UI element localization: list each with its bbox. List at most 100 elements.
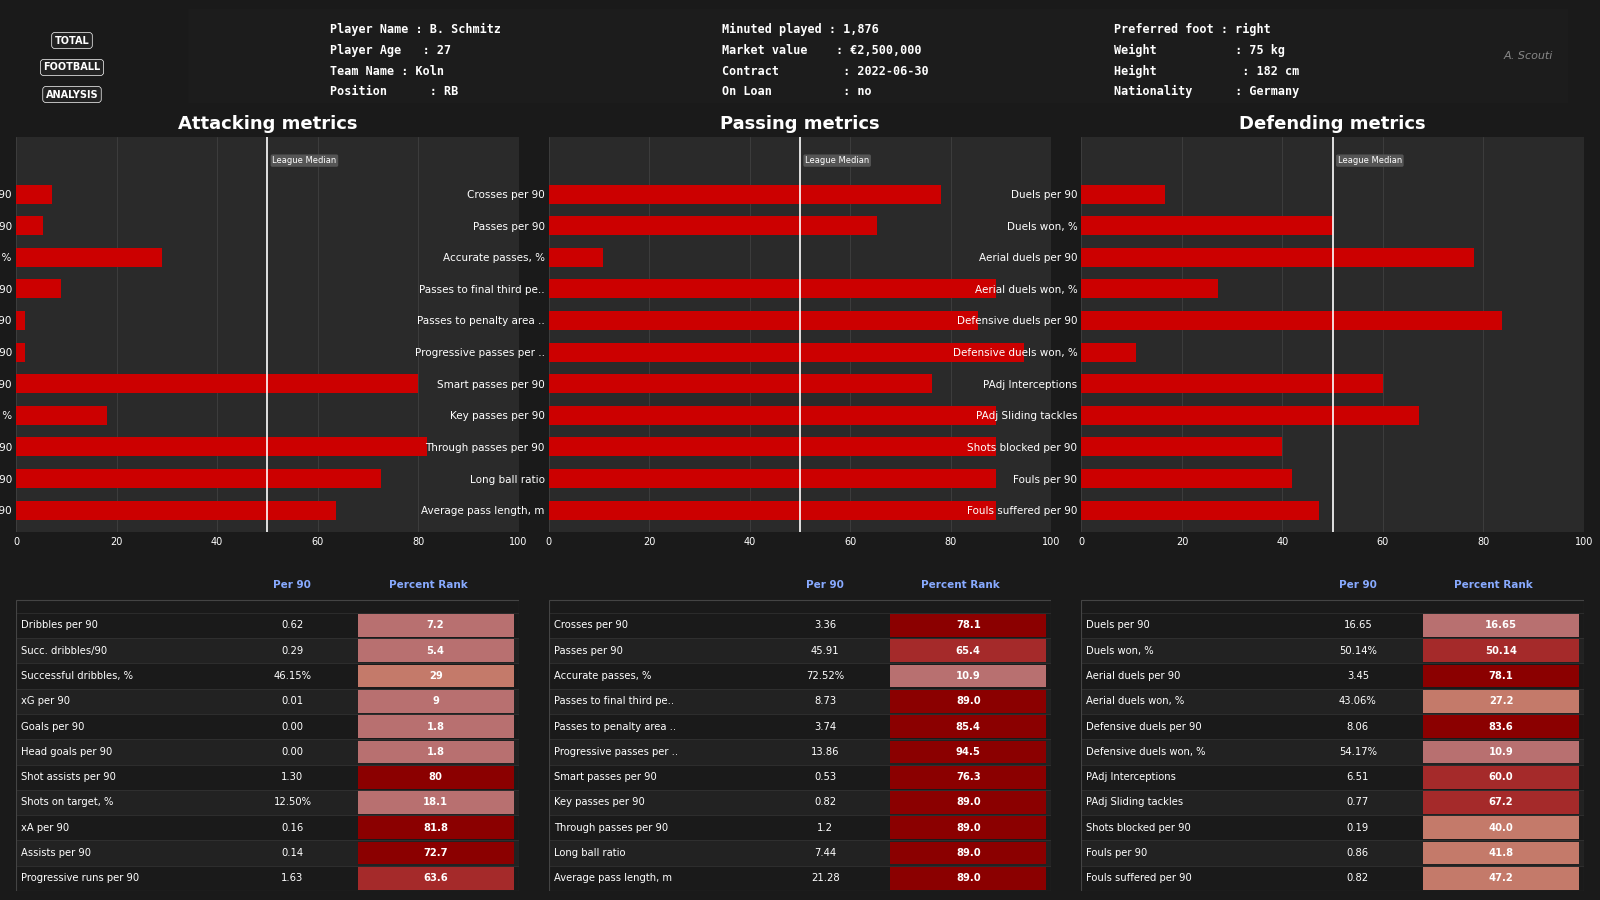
Bar bbox=[891, 716, 1046, 738]
Text: 12.50%: 12.50% bbox=[274, 797, 312, 807]
Bar bbox=[358, 842, 514, 864]
Bar bbox=[16, 216, 43, 235]
Text: Aerial duels per 90: Aerial duels per 90 bbox=[1086, 671, 1181, 681]
Bar bbox=[16, 248, 162, 266]
FancyBboxPatch shape bbox=[189, 8, 1568, 104]
Text: Market value    : €2,500,000: Market value : €2,500,000 bbox=[722, 44, 922, 57]
Text: Per 90: Per 90 bbox=[274, 580, 312, 590]
Bar bbox=[1082, 311, 1501, 330]
Text: 1.8: 1.8 bbox=[427, 722, 445, 732]
Bar bbox=[16, 613, 518, 638]
Text: 3.45: 3.45 bbox=[1347, 671, 1370, 681]
Title: Attacking metrics: Attacking metrics bbox=[178, 115, 357, 133]
Text: Passes to final third pe..: Passes to final third pe.. bbox=[554, 697, 674, 706]
Bar bbox=[1422, 816, 1579, 839]
Bar bbox=[1082, 613, 1584, 638]
Text: League Median: League Median bbox=[272, 156, 336, 165]
Text: 65.4: 65.4 bbox=[955, 646, 981, 656]
Text: Average pass length, m: Average pass length, m bbox=[554, 873, 672, 884]
Bar bbox=[16, 790, 518, 815]
Text: 5.4: 5.4 bbox=[427, 646, 445, 656]
Bar bbox=[549, 613, 1051, 638]
Text: 1.30: 1.30 bbox=[282, 772, 304, 782]
Text: 72.7: 72.7 bbox=[424, 848, 448, 858]
Text: 46.15%: 46.15% bbox=[274, 671, 312, 681]
Text: Shots blocked per 90: Shots blocked per 90 bbox=[1086, 823, 1192, 832]
Text: Defensive duels won, %: Defensive duels won, % bbox=[1086, 747, 1206, 757]
Bar bbox=[549, 866, 1051, 891]
Text: 94.5: 94.5 bbox=[955, 747, 981, 757]
Text: 0.00: 0.00 bbox=[282, 747, 304, 757]
Text: Dribbles per 90: Dribbles per 90 bbox=[21, 620, 98, 631]
Bar bbox=[1082, 663, 1584, 688]
Text: 89.0: 89.0 bbox=[957, 848, 981, 858]
Bar bbox=[891, 614, 1046, 637]
Text: 60.0: 60.0 bbox=[1488, 772, 1514, 782]
Text: Progressive passes per ..: Progressive passes per .. bbox=[554, 747, 678, 757]
Text: Weight           : 75 kg: Weight : 75 kg bbox=[1114, 44, 1285, 57]
Text: PAdj Interceptions: PAdj Interceptions bbox=[1086, 772, 1176, 782]
Bar bbox=[891, 816, 1046, 839]
Bar bbox=[16, 311, 26, 330]
Bar bbox=[549, 311, 978, 330]
Text: Fouls suffered per 90: Fouls suffered per 90 bbox=[1086, 873, 1192, 884]
Text: 9: 9 bbox=[432, 697, 438, 706]
Text: 29: 29 bbox=[429, 671, 443, 681]
Text: 50.14: 50.14 bbox=[1485, 646, 1517, 656]
Text: 76.3: 76.3 bbox=[957, 772, 981, 782]
Bar bbox=[891, 842, 1046, 864]
Text: 1.8: 1.8 bbox=[427, 747, 445, 757]
Text: 72.52%: 72.52% bbox=[806, 671, 845, 681]
Text: Successful dribbles, %: Successful dribbles, % bbox=[21, 671, 133, 681]
Bar bbox=[891, 867, 1046, 890]
Text: 89.0: 89.0 bbox=[957, 797, 981, 807]
Bar bbox=[549, 815, 1051, 841]
Text: Player Age   : 27: Player Age : 27 bbox=[330, 44, 451, 57]
Bar bbox=[16, 184, 53, 203]
Text: Aerial duels won, %: Aerial duels won, % bbox=[1086, 697, 1184, 706]
Text: 18.1: 18.1 bbox=[422, 797, 448, 807]
Text: 43.06%: 43.06% bbox=[1339, 697, 1376, 706]
Text: 0.53: 0.53 bbox=[814, 772, 837, 782]
Bar bbox=[1422, 741, 1579, 763]
Text: Key passes per 90: Key passes per 90 bbox=[554, 797, 645, 807]
Text: Defensive duels per 90: Defensive duels per 90 bbox=[1086, 722, 1202, 732]
Bar bbox=[549, 663, 1051, 688]
Bar bbox=[1082, 248, 1474, 266]
Text: 0.82: 0.82 bbox=[1347, 873, 1370, 884]
Bar bbox=[549, 279, 995, 299]
Text: 0.01: 0.01 bbox=[282, 697, 304, 706]
Text: Percent Rank: Percent Rank bbox=[1454, 580, 1533, 590]
Text: Accurate passes, %: Accurate passes, % bbox=[554, 671, 651, 681]
Text: Crosses per 90: Crosses per 90 bbox=[554, 620, 627, 631]
Text: A. Scouti: A. Scouti bbox=[1504, 51, 1552, 61]
Bar bbox=[1082, 714, 1584, 739]
Text: Smart passes per 90: Smart passes per 90 bbox=[554, 772, 656, 782]
Text: Shots on target, %: Shots on target, % bbox=[21, 797, 114, 807]
Text: 10.9: 10.9 bbox=[955, 671, 981, 681]
Text: 50.14%: 50.14% bbox=[1339, 646, 1376, 656]
Text: 78.1: 78.1 bbox=[1488, 671, 1514, 681]
Bar bbox=[549, 374, 933, 393]
Bar bbox=[549, 739, 1051, 765]
Text: On Loan          : no: On Loan : no bbox=[722, 86, 872, 98]
Text: FOOTBALL: FOOTBALL bbox=[43, 62, 101, 73]
Bar bbox=[16, 437, 427, 456]
Bar bbox=[16, 841, 518, 866]
Text: Passes to penalty area ..: Passes to penalty area .. bbox=[554, 722, 675, 732]
Text: 8.73: 8.73 bbox=[814, 697, 837, 706]
Text: 80: 80 bbox=[429, 772, 443, 782]
Text: Long ball ratio: Long ball ratio bbox=[554, 848, 626, 858]
Text: Head goals per 90: Head goals per 90 bbox=[21, 747, 112, 757]
Text: 78.1: 78.1 bbox=[955, 620, 981, 631]
Text: Fouls per 90: Fouls per 90 bbox=[1086, 848, 1147, 858]
Text: 81.8: 81.8 bbox=[422, 823, 448, 832]
Text: 6.51: 6.51 bbox=[1347, 772, 1370, 782]
Bar bbox=[549, 841, 1051, 866]
Bar bbox=[1422, 867, 1579, 890]
Text: 0.00: 0.00 bbox=[282, 722, 304, 732]
Text: 1.2: 1.2 bbox=[818, 823, 834, 832]
Text: TOTAL: TOTAL bbox=[54, 35, 90, 46]
Text: 21.28: 21.28 bbox=[811, 873, 840, 884]
Bar bbox=[891, 791, 1046, 814]
